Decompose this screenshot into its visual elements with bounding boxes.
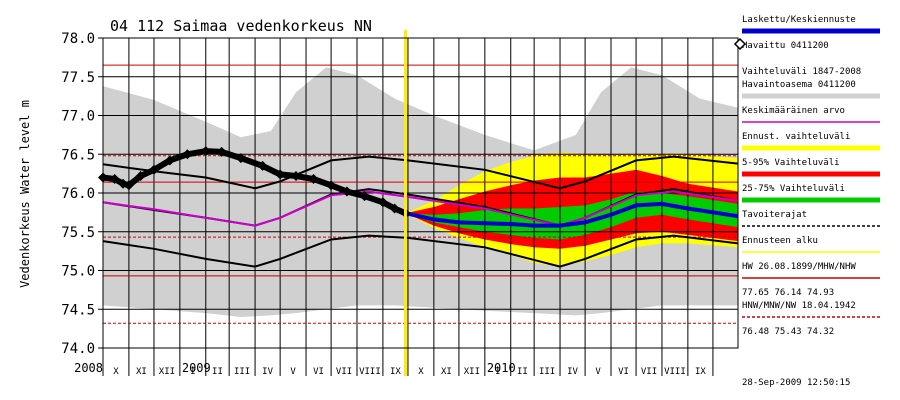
legend-label: Ennusteen alku [742,236,818,246]
observed-point [291,170,302,181]
x-month-label: IV [567,367,578,377]
observed-point [257,160,268,171]
x-month-label: III [234,367,250,377]
observed-point [123,180,134,191]
x-month-label: VIII [359,367,381,377]
x-year-label: 2010 [487,361,516,375]
x-month-label: X [113,367,119,377]
x-month-label: XI [136,367,147,377]
x-month-label: VI [313,367,324,377]
x-month-label: VII [336,367,352,377]
x-month-label: XII [159,367,175,377]
observed-point [200,146,211,157]
legend-label: Ennust. vaihteluväli [742,132,850,142]
x-month-label: X [418,367,424,377]
legend-label: Havaittu 0411200 [742,41,829,51]
y-tick-label: 76.0 [61,186,95,202]
legend-label: Vaihteluväli 1847-2008 [742,67,861,77]
observed-point [389,203,400,214]
y-axis-label: Vedenkorkeus Water level m [18,100,32,288]
x-month-label: XII [464,367,480,377]
x-month-label: I [190,367,195,377]
observed-point [341,186,352,197]
x-month-label: V [595,367,601,377]
observed-point [135,170,146,181]
forecast-median [405,201,739,228]
x-month-label: III [539,367,555,377]
forecast-median-line [405,201,739,228]
y-tick-label: 77.0 [61,109,95,125]
x-year-label: 2008 [74,361,103,375]
y-tick-label: 75.0 [61,264,95,280]
y-tick-label: 75.5 [61,225,95,241]
chart-title: 04 112 Saimaa vedenkorkeus NN [110,17,372,35]
timestamp: 28-Sep-2009 12:50:15 [742,378,850,388]
y-tick-label: 74.0 [61,341,95,357]
x-month-label: IV [262,367,273,377]
observed-point [148,164,159,175]
x-month-label: II [212,367,223,377]
y-tick-label: 76.5 [61,147,95,163]
x-year-label: 2009 [182,361,211,375]
legend-label: Keskimääräinen arvo [742,106,845,116]
y-tick-label: 74.5 [61,302,95,318]
forecast-bands [405,152,738,267]
legend: Laskettu/Keskiennuste Havaittu 0411200 Vai… [733,15,880,337]
legend-label: Havaintoasema 0411200 [742,80,856,90]
observed-point [109,174,120,185]
reference-level-lines [103,64,738,324]
observed-point [326,180,337,191]
legend-label: 25-75% Vaihteluväli [742,184,845,194]
observed-point [182,149,193,160]
legend-label: 5-95% Vaihteluväli [742,158,840,168]
y-tick-label: 77.5 [61,70,95,86]
legend-label: HNW/MNW/NW 18.04.1942 [742,301,856,311]
x-axis: X XI XII I II III IV V VI VII VIII IX X XI XII I II III IV… [74,347,738,377]
x-month-label: XI [441,367,452,377]
legend-label: 76.48 75.43 74.32 [742,327,834,337]
x-month-label: IX [695,367,706,377]
observed-point [359,191,370,202]
legend-label: Tavoiterajat [742,210,807,220]
observed-point [216,146,227,157]
y-tick-label: 78.0 [61,31,95,47]
y-axis: 78.0 77.5 77.0 76.5 76.0 75.5 75.0 74.5 74.0 [61,31,103,357]
observed-point [377,197,388,208]
x-month-label: VII [641,367,657,377]
x-month-label: VI [618,367,629,377]
target-limit-upper [102,155,739,190]
observed-point [164,155,175,166]
observed-point [235,153,246,164]
legend-swatch [733,37,747,51]
x-month-label: VIII [664,367,686,377]
x-month-label: I [495,367,500,377]
x-month-label: IX [390,367,401,377]
x-month-label: V [290,367,296,377]
legend-label: 77.65 76.14 74.93 [742,288,834,298]
observed-point [308,174,319,185]
legend-label: Laskettu/Keskiennuste [742,15,856,25]
average-line [102,190,739,227]
observed-point [275,169,286,180]
target-limit-lower [102,234,739,268]
average-line [102,190,739,227]
legend-label: HW 26.08.1899/MHW/NHW [742,262,856,272]
x-month-label: II [517,367,528,377]
